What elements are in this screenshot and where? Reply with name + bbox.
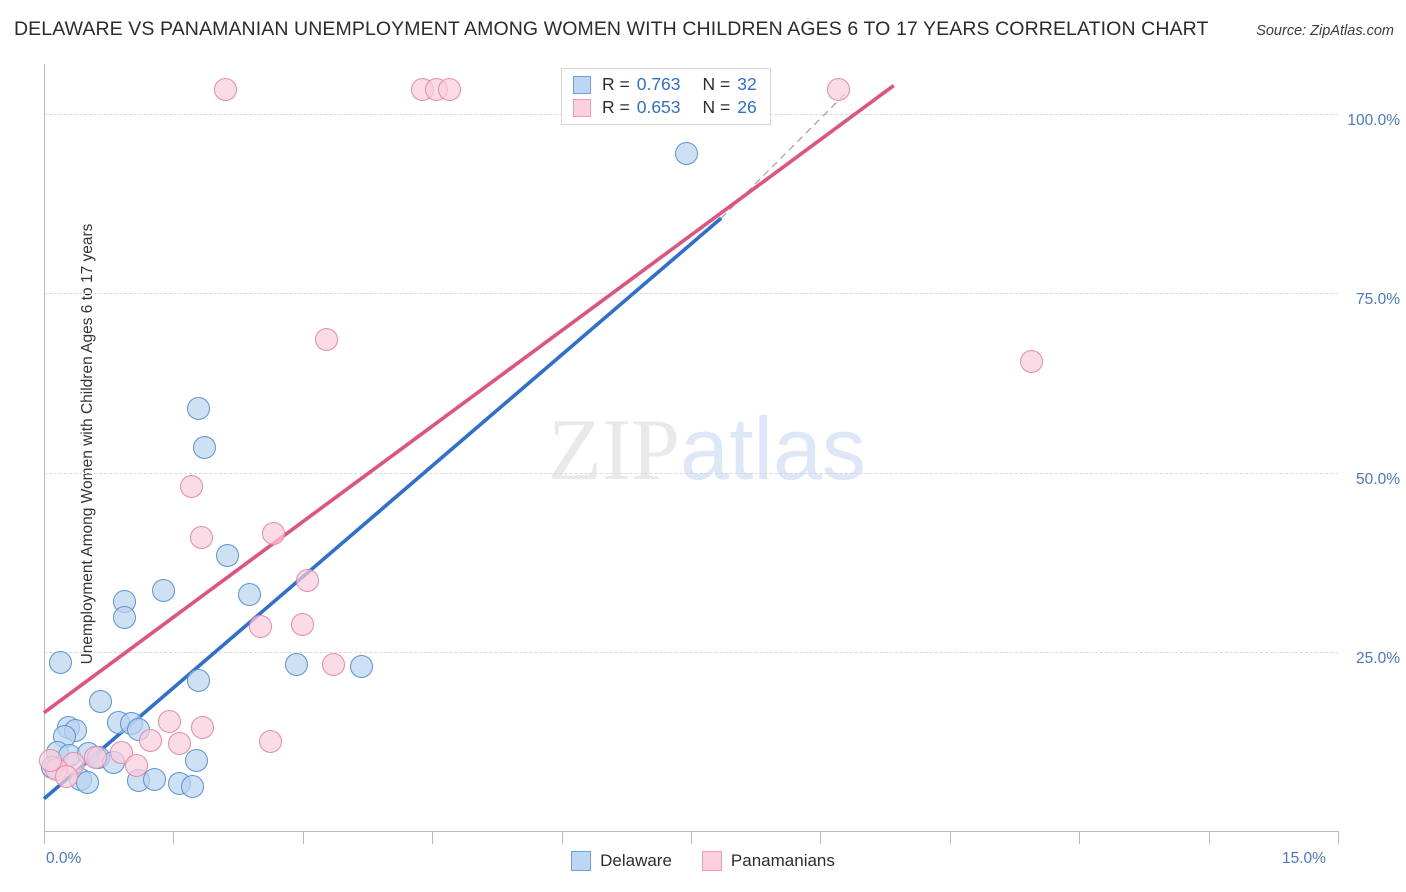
data-point-delaware[interactable] — [75, 770, 99, 794]
data-point-panamanians[interactable] — [189, 525, 213, 549]
stats-r-label-panamanians: R = — [602, 97, 630, 117]
legend-swatch-delaware — [571, 851, 592, 871]
legend-label-panamanians: Panamanians — [730, 851, 835, 870]
x-tick — [820, 831, 822, 844]
data-point-panamanians[interactable] — [291, 613, 315, 637]
data-point-panamanians[interactable] — [213, 77, 237, 101]
x-tick — [1208, 831, 1210, 844]
chart-title: DELAWARE VS PANAMANIAN UNEMPLOYMENT AMON… — [14, 18, 1209, 40]
data-point-panamanians[interactable] — [38, 749, 62, 773]
data-point-delaware[interactable] — [186, 396, 210, 420]
legend-item-panamanians[interactable]: Panamanians — [701, 851, 835, 871]
stats-row-delaware: R = 0.763 N = 32 — [573, 74, 757, 95]
x-tick-label: 0.0% — [46, 850, 82, 867]
data-point-delaware[interactable] — [216, 543, 240, 567]
stats-n-label-panamanians: N = — [702, 97, 731, 117]
stats-swatch-panamanians — [573, 98, 591, 117]
y-axis-line — [44, 64, 45, 831]
source-attribution: Source: ZipAtlas.com — [1256, 23, 1394, 39]
data-point-panamanians[interactable] — [295, 568, 319, 592]
data-point-panamanians[interactable] — [180, 475, 204, 499]
stats-n-label-delaware: N = — [702, 74, 731, 94]
x-tick — [949, 831, 951, 844]
data-point-panamanians[interactable] — [314, 328, 338, 352]
data-point-panamanians[interactable] — [191, 715, 215, 739]
data-point-delaware[interactable] — [237, 582, 261, 606]
data-point-panamanians[interactable] — [437, 77, 461, 101]
trend-line-delaware — [42, 216, 723, 801]
y-tick-label: 75.0% — [1356, 291, 1400, 309]
data-point-delaware[interactable] — [185, 749, 209, 773]
stats-row-panamanians: R = 0.653 N = 26 — [573, 97, 757, 118]
x-tick — [561, 831, 563, 844]
x-tick — [44, 831, 45, 844]
watermark-zip: ZIP — [548, 402, 680, 499]
stats-r-label-delaware: R = — [602, 74, 630, 94]
data-point-panamanians[interactable] — [827, 77, 851, 101]
data-point-panamanians[interactable] — [54, 765, 78, 789]
data-point-panamanians[interactable] — [124, 753, 148, 777]
x-tick — [173, 831, 175, 844]
data-point-delaware[interactable] — [112, 605, 136, 629]
x-tick — [1079, 831, 1081, 844]
watermark: ZIPatlas — [548, 405, 866, 495]
plot-area — [38, 64, 1338, 831]
legend-swatch-panamanians — [701, 851, 722, 871]
x-tick — [302, 831, 304, 844]
data-point-delaware[interactable] — [180, 775, 204, 799]
data-point-delaware[interactable] — [89, 690, 113, 714]
data-point-panamanians[interactable] — [322, 653, 346, 677]
stats-n-value-panamanians: 26 — [737, 97, 757, 117]
data-point-panamanians[interactable] — [84, 746, 108, 770]
series-legend: Delaware Panamanians — [0, 851, 1406, 871]
watermark-atlas: atlas — [680, 399, 866, 498]
data-point-delaware[interactable] — [285, 653, 309, 677]
correlation-stats-box: R = 0.763 N = 32 R = 0.653 N = 26 — [561, 68, 771, 125]
data-point-panamanians[interactable] — [258, 729, 282, 753]
y-tick-label: 25.0% — [1356, 649, 1400, 667]
legend-item-delaware[interactable]: Delaware — [571, 851, 672, 871]
data-point-panamanians[interactable] — [261, 522, 285, 546]
data-point-delaware[interactable] — [48, 651, 72, 675]
data-point-panamanians[interactable] — [139, 729, 163, 753]
trend-lines — [42, 84, 895, 801]
x-tick-label: 15.0% — [1282, 850, 1326, 867]
data-point-delaware[interactable] — [186, 668, 210, 692]
gridline — [44, 651, 1338, 653]
data-point-delaware[interactable] — [152, 579, 176, 603]
data-point-delaware[interactable] — [349, 654, 373, 678]
x-tick — [432, 831, 434, 844]
gridline — [44, 472, 1338, 474]
x-tick — [1338, 831, 1339, 844]
stats-n-value-delaware: 32 — [737, 74, 757, 94]
legend-label-delaware: Delaware — [600, 851, 672, 870]
data-point-delaware[interactable] — [675, 142, 699, 166]
stats-r-value-delaware: 0.763 — [636, 74, 681, 94]
data-point-panamanians[interactable] — [1020, 349, 1044, 373]
data-point-delaware[interactable] — [142, 767, 166, 791]
stats-r-value-panamanians: 0.653 — [636, 97, 681, 117]
y-tick-label: 50.0% — [1356, 470, 1400, 488]
data-point-delaware[interactable] — [192, 436, 216, 459]
data-point-panamanians[interactable] — [167, 732, 191, 756]
gridline — [44, 293, 1338, 295]
y-tick-label: 100.0% — [1347, 112, 1400, 130]
x-tick — [691, 831, 692, 844]
trend-line-panamanians — [42, 84, 895, 715]
stats-swatch-delaware — [573, 75, 591, 94]
data-point-panamanians[interactable] — [249, 615, 273, 639]
data-point-panamanians[interactable] — [157, 709, 181, 733]
